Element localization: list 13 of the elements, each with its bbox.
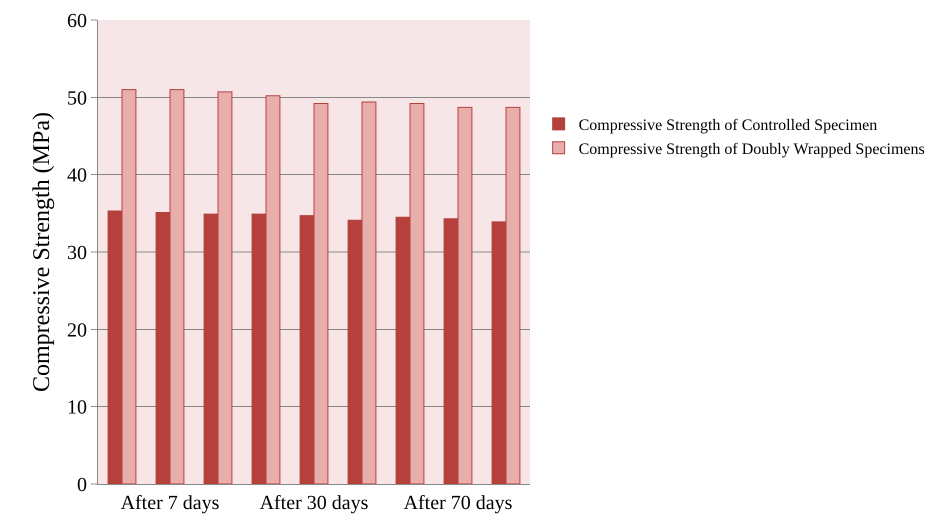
legend-label: Compressive Strength of Doubly Wrapped Specimens (578, 140, 925, 158)
y-axis-title: Compressive Strength (MPa) (29, 112, 56, 392)
y-tick-label: 20 (67, 319, 87, 342)
y-tick-label: 60 (67, 10, 87, 32)
y-tick-label: 10 (67, 396, 87, 419)
legend-label: Compressive Strength of Controlled Specimen (578, 117, 878, 134)
x-tick-label: After 7 days (120, 492, 220, 514)
y-tick-label: 50 (67, 87, 87, 110)
x-tick-label: After 30 days (260, 492, 369, 514)
y-tick-label: 30 (67, 242, 87, 264)
x-tick-label: After 70 days (404, 492, 513, 514)
y-tick-label: 0 (77, 474, 87, 496)
y-tick-label: 40 (67, 164, 87, 187)
